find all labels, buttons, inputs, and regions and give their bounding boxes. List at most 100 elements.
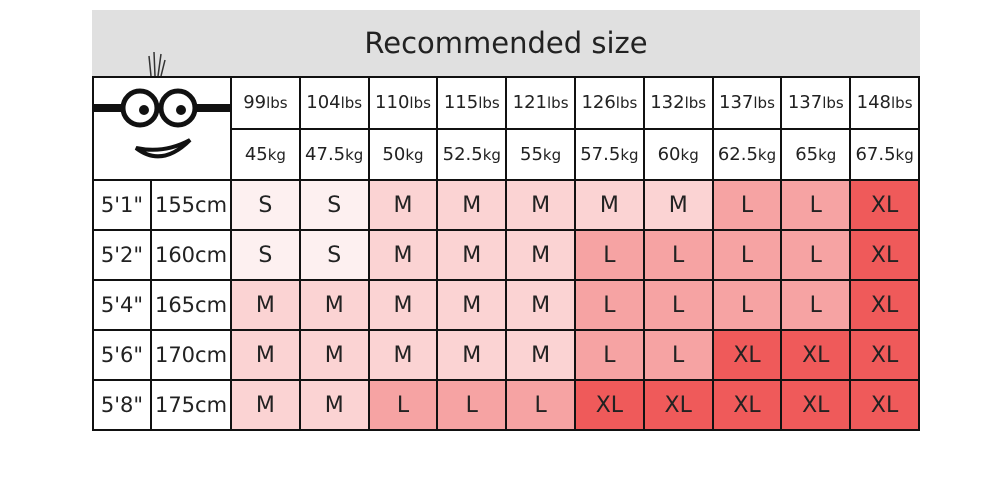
weight-value: 50 xyxy=(382,143,406,165)
weight-value: 52.5 xyxy=(442,143,483,165)
weight-value: 55 xyxy=(520,143,543,165)
size-cell: XL xyxy=(849,279,920,331)
size-cell: L xyxy=(573,329,645,381)
weight-unit: lbs xyxy=(478,94,500,113)
height-cm: 155cm xyxy=(150,179,232,231)
size-cell: L xyxy=(711,279,783,331)
weight-cell: 60kg xyxy=(642,127,714,181)
weight-value: 132 xyxy=(650,92,685,114)
height-ft: 5'8" xyxy=(92,379,152,431)
size-cell: XL xyxy=(849,329,920,381)
weight-unit: lbs xyxy=(409,94,431,113)
size-cell: M xyxy=(436,279,508,331)
table-body: 99lbs 104lbs 110lbs 115lbs 121lbs 126lbs 132lb… xyxy=(92,76,920,431)
size-cell: M xyxy=(436,179,508,231)
size-cell: XL xyxy=(849,379,920,431)
size-cell: L xyxy=(367,379,439,431)
weight-value: 115 xyxy=(443,92,479,114)
size-cell: L xyxy=(505,379,576,431)
weight-unit: lbs xyxy=(753,94,775,113)
size-cell: M xyxy=(367,229,439,281)
size-cell: XL xyxy=(780,379,852,431)
size-row: 5'2" 160cm S S M M M L L L L XL xyxy=(92,229,920,281)
weight-value: 65 xyxy=(795,143,819,165)
weight-unit: kg xyxy=(482,145,501,164)
weight-cell: 132lbs xyxy=(642,76,714,130)
weight-unit: lbs xyxy=(266,94,288,113)
size-cell: M xyxy=(505,229,576,281)
size-cell: L xyxy=(780,229,852,281)
weight-cell: 110lbs xyxy=(367,76,439,130)
weight-unit: lbs xyxy=(547,94,569,113)
size-cell: L xyxy=(780,279,852,331)
size-cell: XL xyxy=(780,329,852,381)
weight-value: 110 xyxy=(375,92,410,114)
weight-unit: lbs xyxy=(615,94,638,113)
size-cell: L xyxy=(711,179,783,231)
table: 99lbs 104lbs 110lbs 115lbs 121lbs 126lbs 132lb… xyxy=(92,76,920,431)
weight-cell: 62.5kg xyxy=(711,127,783,181)
title: Recommended size xyxy=(364,26,648,60)
weight-cell: 50kg xyxy=(367,127,439,181)
weight-cell: 99lbs xyxy=(230,76,301,130)
weight-unit: lbs xyxy=(684,94,707,113)
height-ft: 5'6" xyxy=(92,329,152,381)
height-cm: 165cm xyxy=(150,279,232,331)
size-row: 5'1" 155cm S S M M M M M L L XL xyxy=(92,179,920,231)
size-cell: M xyxy=(642,179,714,231)
weight-value: 148 xyxy=(856,92,891,114)
weight-value: 137 xyxy=(787,92,823,114)
size-cell: XL xyxy=(711,329,783,381)
weight-value: 121 xyxy=(512,92,547,114)
weight-value: 137 xyxy=(719,92,754,114)
weight-unit: kg xyxy=(757,145,777,164)
mascot-cell xyxy=(92,76,232,181)
hair-icon xyxy=(148,51,166,77)
weight-cell: 115lbs xyxy=(436,76,508,130)
weight-unit: kg xyxy=(620,145,639,164)
size-cell: S xyxy=(230,179,301,231)
height-ft: 5'1" xyxy=(92,179,152,231)
size-cell: L xyxy=(642,229,714,281)
size-cell: M xyxy=(367,329,439,381)
height-cm: 160cm xyxy=(150,229,232,281)
weight-unit: lbs xyxy=(340,94,363,113)
weight-cell: 104lbs xyxy=(298,76,370,130)
weight-value: 60 xyxy=(657,143,681,165)
size-cell: M xyxy=(298,379,370,431)
weight-cell: 47.5kg xyxy=(298,127,370,181)
size-cell: M xyxy=(505,179,576,231)
size-cell: L xyxy=(642,279,714,331)
size-chart: Recommended size 99lbs 104lbs 110lbs 115lbs… xyxy=(92,10,920,431)
size-cell: M xyxy=(436,229,508,281)
size-cell: M xyxy=(573,179,645,231)
size-cell: M xyxy=(367,179,439,231)
weight-unit: kg xyxy=(542,145,562,164)
size-cell: M xyxy=(230,329,301,381)
size-row: 5'4" 165cm M M M M M L L L L XL xyxy=(92,279,920,331)
weight-cell: 57.5kg xyxy=(573,127,645,181)
height-ft: 5'4" xyxy=(92,279,152,331)
weight-value: 126 xyxy=(581,92,616,114)
size-cell: L xyxy=(780,179,852,231)
mascot-icon xyxy=(94,88,230,159)
size-cell: L xyxy=(573,229,645,281)
weight-value: 62.5 xyxy=(717,143,758,165)
size-cell: S xyxy=(298,179,370,231)
size-cell: M xyxy=(505,279,576,331)
size-cell: M xyxy=(367,279,439,331)
size-cell: L xyxy=(436,379,508,431)
weight-cell: 65kg xyxy=(780,127,852,181)
weight-unit: kg xyxy=(345,145,364,164)
weight-value: 67.5 xyxy=(855,143,896,165)
size-row: 5'8" 175cm M M L L L XL XL XL XL XL xyxy=(92,379,920,431)
kg-row: 45kg 47.5kg 50kg 52.5kg 55kg 57.5kg 60kg 62.5kg… xyxy=(93,127,920,181)
lbs-row: 99lbs 104lbs 110lbs 115lbs 121lbs 126lbs 132lb… xyxy=(92,76,920,181)
size-cell: XL xyxy=(849,179,920,231)
weight-unit: kg xyxy=(818,145,837,164)
size-cell: L xyxy=(573,279,645,331)
weight-unit: kg xyxy=(267,145,286,164)
size-cell: XL xyxy=(711,379,783,431)
size-cell: S xyxy=(230,229,301,281)
